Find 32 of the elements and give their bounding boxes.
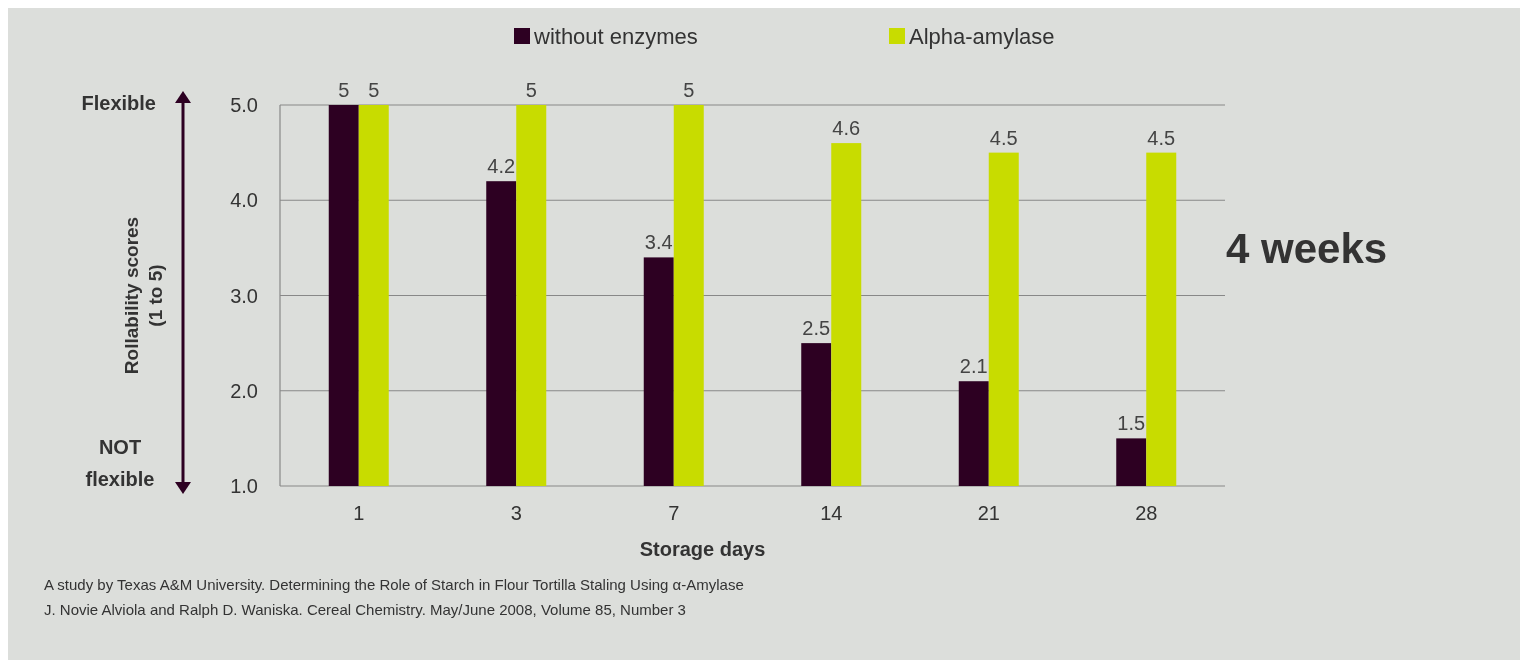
y-tick-label: 1.0 bbox=[230, 475, 258, 497]
data-label: 5 bbox=[368, 79, 380, 101]
x-tick-label: 7 bbox=[668, 502, 680, 524]
y-axis-title: Rollability scores (1 to 5) bbox=[121, 216, 166, 375]
y-tick-label: 5.0 bbox=[230, 94, 258, 116]
x-tick-label: 14 bbox=[820, 502, 843, 524]
x-tick-label: 1 bbox=[353, 502, 365, 524]
data-label: 2.5 bbox=[802, 317, 831, 340]
data-label: 5 bbox=[683, 79, 695, 101]
text: J. Novie Alviola and Ralph D. Waniska. Cereal Chemistry. May/June 2008, Volume 85, Number 3 bbox=[44, 601, 686, 618]
data-label: 5 bbox=[338, 79, 350, 101]
legend-label: Alpha-amylase bbox=[909, 23, 1055, 49]
data-label: 4.2 bbox=[487, 155, 516, 178]
legend-label: without enzymes bbox=[533, 23, 698, 49]
x-tick-label: 21 bbox=[977, 502, 1000, 524]
data-label: 1.5 bbox=[1117, 412, 1146, 435]
text: Flexible bbox=[81, 92, 156, 114]
data-label: 4.6 bbox=[832, 117, 861, 140]
data-label: 2.1 bbox=[959, 355, 988, 378]
x-axis-title: Storage days bbox=[639, 538, 766, 560]
y-tick-label: 4.0 bbox=[230, 189, 258, 212]
data-label: 4.5 bbox=[989, 126, 1018, 149]
y-tick-label: 3.0 bbox=[230, 284, 258, 307]
data-label: 4.5 bbox=[1147, 126, 1176, 149]
text: NOT flexible bbox=[85, 436, 155, 490]
data-label: 3.4 bbox=[644, 231, 673, 254]
x-tick-label: 28 bbox=[1135, 502, 1158, 524]
text: A study by Texas A&M University. Determining the Role of Starch in Flour Tortilla Staling Using α-Amylase bbox=[44, 576, 744, 593]
y-tick-label: 2.0 bbox=[230, 379, 258, 402]
data-label: 5 bbox=[525, 79, 537, 101]
x-tick-label: 3 bbox=[510, 502, 522, 524]
text: 4 weeks bbox=[1226, 224, 1388, 272]
